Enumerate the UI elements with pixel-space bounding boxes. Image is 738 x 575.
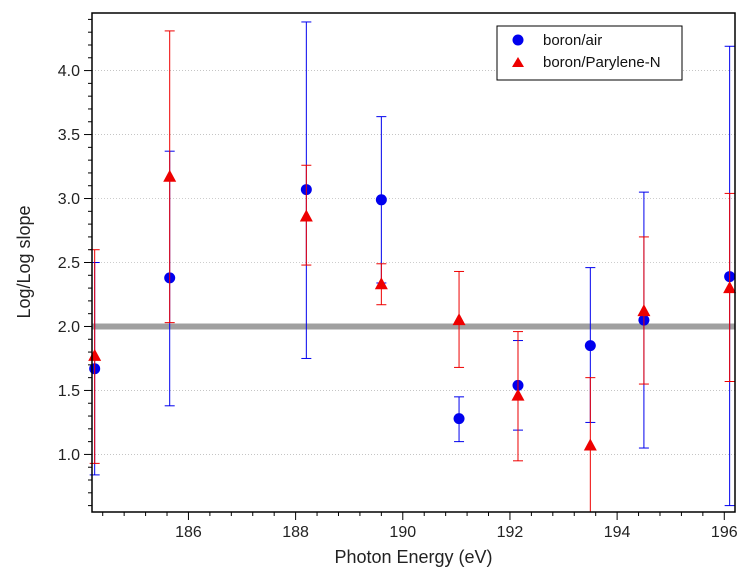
y-tick-label: 2.5 bbox=[58, 255, 80, 272]
x-tick-label: 186 bbox=[175, 524, 202, 541]
y-tick-label: 3.0 bbox=[58, 191, 80, 208]
x-tick-label: 196 bbox=[711, 524, 738, 541]
x-tick-label: 188 bbox=[282, 524, 309, 541]
y-tick-label: 4.0 bbox=[58, 63, 80, 80]
data-point-triangle bbox=[637, 304, 651, 317]
x-tick-label: 190 bbox=[389, 524, 416, 541]
data-point-circle bbox=[375, 194, 387, 206]
legend-label-boron-air: boron/air bbox=[543, 32, 602, 49]
y-tick-label: 3.5 bbox=[58, 127, 80, 144]
data-point-triangle bbox=[163, 169, 177, 182]
data-point-triangle bbox=[723, 281, 737, 294]
data-point-triangle bbox=[583, 438, 597, 451]
legend-label-boron-parylene: boron/Parylene-N bbox=[543, 54, 661, 71]
data-point-triangle bbox=[511, 388, 525, 401]
data-point-triangle bbox=[374, 277, 388, 290]
y-tick-label: 1.0 bbox=[58, 447, 80, 464]
legend-box bbox=[496, 25, 683, 81]
y-axis-title: Log/Log slope bbox=[14, 205, 34, 318]
data-point-triangle bbox=[452, 313, 466, 326]
x-tick-label: 192 bbox=[497, 524, 524, 541]
axis-ticks: 1.0 1.5 2.0 2.5 3.0 3.5 4.0 186 188 190 192 194 196 bbox=[58, 18, 738, 541]
data-point-triangle bbox=[299, 209, 313, 222]
legend: boron/air boron/Parylene-N bbox=[496, 25, 683, 81]
legend-marker-boron-air bbox=[512, 34, 524, 46]
y-tick-label: 1.5 bbox=[58, 383, 80, 400]
y-tick-label: 2.0 bbox=[58, 319, 80, 336]
x-tick-label: 194 bbox=[604, 524, 631, 541]
data-point-circle bbox=[453, 413, 465, 425]
data-point-circle bbox=[584, 340, 596, 352]
legend-marker-boron-parylene bbox=[512, 57, 524, 67]
x-axis-title: Photon Energy (eV) bbox=[334, 547, 492, 567]
series-layer bbox=[88, 21, 737, 513]
